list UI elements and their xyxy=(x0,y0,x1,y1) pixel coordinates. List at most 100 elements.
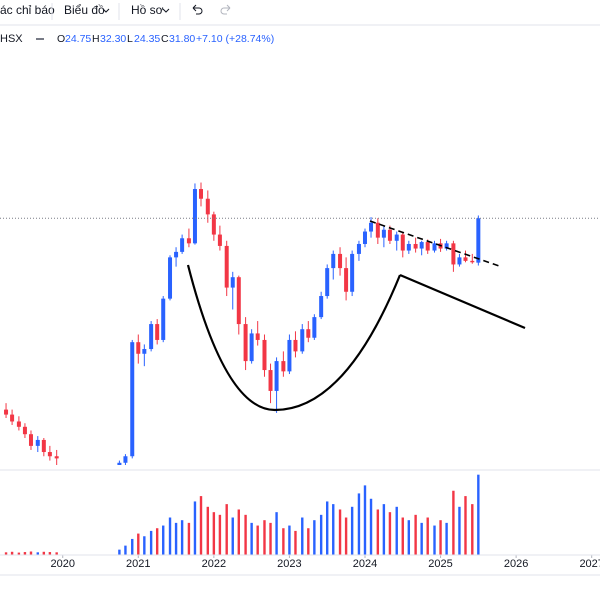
volume-bar xyxy=(471,504,474,555)
candle-body xyxy=(130,342,135,457)
volume-bar xyxy=(187,522,191,555)
volume-bar xyxy=(445,522,448,555)
volume-bar xyxy=(118,549,121,555)
legend-change: +7.10 (+28.74%) xyxy=(196,33,274,45)
x-tick-label: 2026 xyxy=(504,558,528,570)
symbol: HSX xyxy=(0,33,23,45)
volume-bar xyxy=(369,498,373,555)
redo-icon[interactable] xyxy=(220,4,231,15)
toolbar-item[interactable]: ác chỉ báo xyxy=(0,3,55,17)
candle-body xyxy=(155,324,160,340)
volume-bar xyxy=(131,538,134,555)
volume-bar xyxy=(256,525,259,555)
volume-bar xyxy=(439,520,442,555)
legend-value: 24.75 xyxy=(65,33,91,45)
cup-curve xyxy=(186,264,402,412)
toolbar-item[interactable]: Hồ sơ xyxy=(131,3,164,17)
candle-body xyxy=(375,222,380,238)
candle-body xyxy=(451,243,456,265)
legend-value: 32.30 xyxy=(100,33,126,45)
undo-icon[interactable] xyxy=(192,4,203,15)
toolbar: ác chỉ báo Biểu đồ Hồ sơ xyxy=(0,3,600,26)
volume-bar xyxy=(231,517,234,555)
candle-body xyxy=(161,298,166,340)
volume-bar xyxy=(301,517,304,555)
volume-bar xyxy=(212,512,216,555)
volume-bar xyxy=(149,530,153,555)
volume-bar xyxy=(338,509,342,555)
toolbar-item[interactable]: Biểu đồ xyxy=(64,3,105,17)
candle-body xyxy=(444,243,449,249)
candle-body xyxy=(168,257,173,299)
candle-body xyxy=(306,329,311,338)
volume-bar xyxy=(426,517,429,555)
volume-bar xyxy=(10,551,14,555)
candle-body xyxy=(362,231,367,244)
candle-body xyxy=(457,257,462,265)
candle-body xyxy=(174,251,179,258)
candle-body xyxy=(300,329,305,352)
volume-bar xyxy=(193,501,197,555)
x-tick-label: 2025 xyxy=(428,558,452,570)
candle-body xyxy=(28,434,33,446)
candle-body xyxy=(230,277,235,288)
candle-body xyxy=(470,260,475,263)
candle-body xyxy=(293,339,298,352)
candle-body xyxy=(268,370,273,391)
candle-body xyxy=(281,361,286,372)
annotations xyxy=(186,220,526,412)
volume-bar xyxy=(168,517,172,555)
x-tick-label: 2027 xyxy=(579,558,600,570)
candle-body xyxy=(123,456,128,463)
volume-bar xyxy=(174,522,178,555)
x-tick-label: 2021 xyxy=(126,558,150,570)
volume-bar xyxy=(357,493,361,555)
volume-bar xyxy=(363,485,367,555)
volume-bar xyxy=(288,525,291,555)
candle-body xyxy=(35,439,40,446)
candle-body xyxy=(192,189,197,244)
candle-body xyxy=(356,243,361,254)
volume-bar xyxy=(376,509,380,555)
volume-bar xyxy=(395,506,398,555)
volume-bar xyxy=(401,517,404,555)
volume-bar xyxy=(4,552,8,555)
volume-bar xyxy=(433,525,436,555)
volume-bar xyxy=(382,504,386,555)
candle-body xyxy=(338,253,343,269)
volume-bar xyxy=(477,474,480,555)
x-tick-label: 2024 xyxy=(353,558,377,570)
legend-label: L xyxy=(127,33,133,45)
volume-bar xyxy=(143,536,146,555)
volume-bar xyxy=(332,504,335,555)
volume-bar xyxy=(452,490,455,555)
volume-bar xyxy=(388,512,392,555)
candle-body xyxy=(117,462,122,465)
candle-body xyxy=(344,268,349,292)
candle-body xyxy=(243,324,248,362)
volume-bar xyxy=(344,517,348,555)
candle-body xyxy=(400,234,405,251)
plot: 2020 2021 2022 2023 2024 2025 2026 2027 xyxy=(0,182,600,570)
volume-bar xyxy=(55,552,58,555)
x-tick-label: 2023 xyxy=(277,558,301,570)
volume-bar xyxy=(155,528,159,555)
candle-body xyxy=(406,243,411,251)
candle-body xyxy=(255,333,260,340)
collapse-icon[interactable] xyxy=(36,38,44,40)
candle-body xyxy=(186,238,191,244)
volume-bar xyxy=(326,501,329,555)
volume-bar xyxy=(199,496,203,555)
legend-label: C xyxy=(161,33,169,45)
x-tick-label: 2020 xyxy=(50,558,74,570)
handle-line xyxy=(399,273,526,330)
candle-body xyxy=(325,268,330,297)
candle-body xyxy=(54,456,59,459)
candle-body xyxy=(136,342,141,354)
volume-bar xyxy=(29,551,33,555)
volume-bar xyxy=(244,514,247,555)
volume-bar xyxy=(162,525,165,555)
volume-bar xyxy=(313,520,316,555)
volume-bar xyxy=(218,514,222,555)
